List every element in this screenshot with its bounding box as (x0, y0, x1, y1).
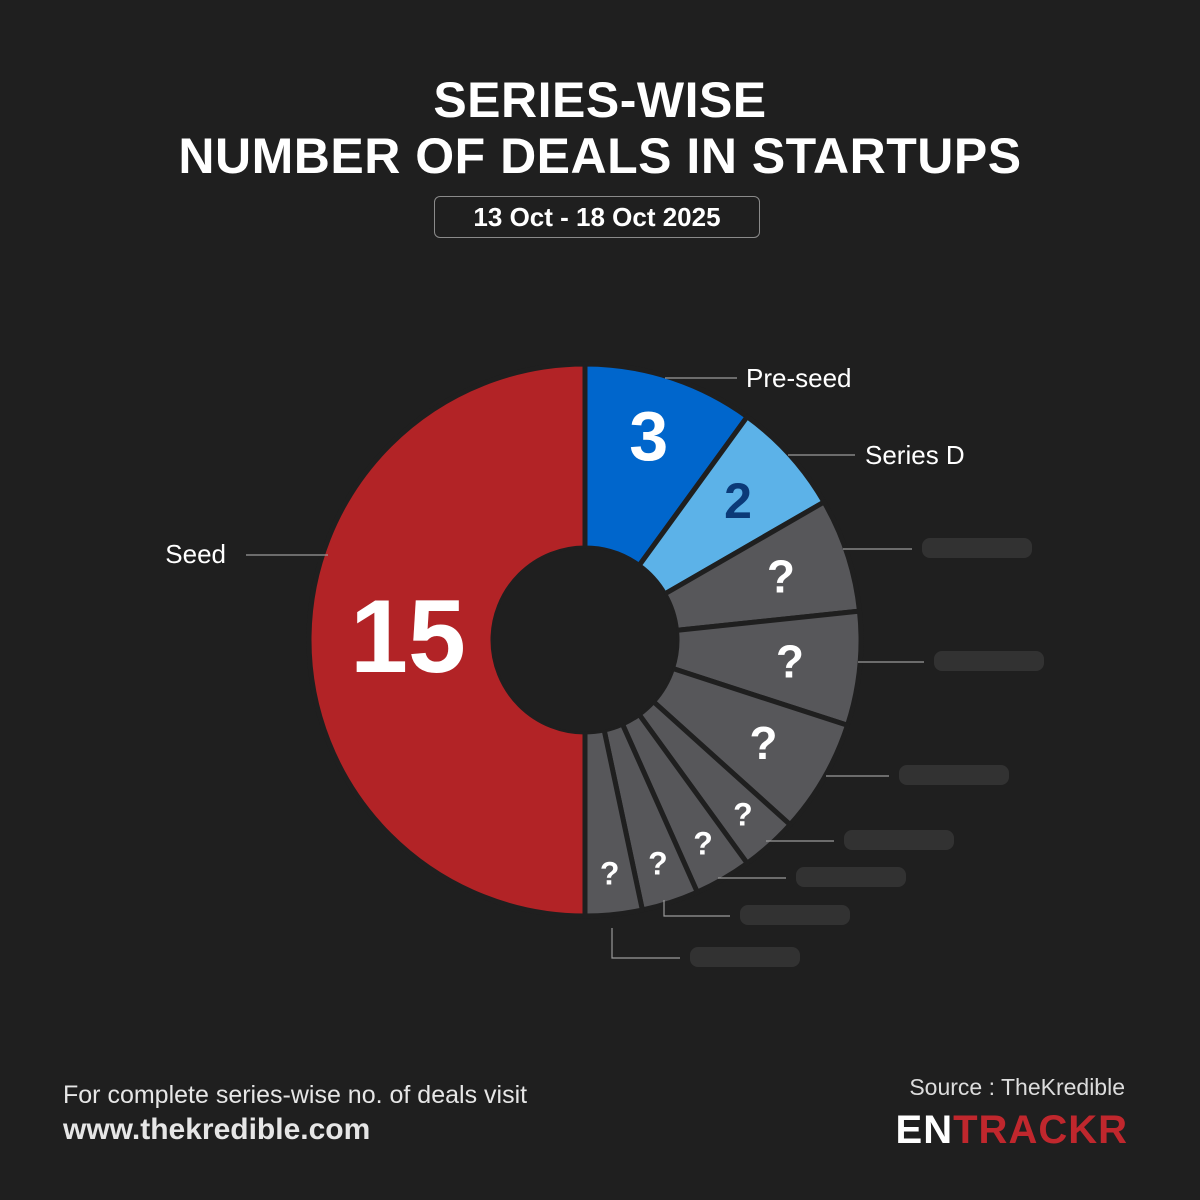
chart-title: SERIES-WISE NUMBER OF DEALS IN STARTUPS (0, 72, 1200, 184)
category-label: Seed (165, 539, 226, 569)
obscured-label-placeholder (740, 905, 850, 925)
category-label: Pre-seed (746, 363, 852, 393)
slice-value-label: ? (600, 856, 620, 892)
slice-value-label: ? (733, 796, 753, 832)
footer-note: For complete series-wise no. of deals vi… (63, 1081, 528, 1109)
brand-logo: ENTRACKR (896, 1108, 1128, 1153)
obscured-label-placeholder (899, 765, 1009, 785)
obscured-label-placeholder (934, 651, 1044, 671)
title-line-2: NUMBER OF DEALS IN STARTUPS (178, 128, 1022, 184)
slice-value-label: ? (776, 636, 804, 688)
slice-value-label: ? (648, 845, 668, 881)
category-label: Series D (865, 440, 965, 470)
date-range-badge: 13 Oct - 18 Oct 2025 (434, 196, 760, 238)
slice-value-label: 2 (724, 473, 752, 529)
slice-value-label: 15 (350, 579, 466, 695)
donut-hole (493, 548, 677, 732)
obscured-label-placeholder (844, 830, 954, 850)
slice-labels-group: 15 32??????? Seed Pre-seed Series D (165, 363, 1044, 967)
title-line-1: SERIES-WISE (433, 72, 767, 128)
leader-lines-group (246, 377, 924, 959)
leader-line-obscured-6 (663, 900, 730, 917)
obscured-label-placeholder (796, 867, 906, 887)
slices-group (306, 361, 864, 919)
slice-value-label: ? (767, 550, 795, 602)
brand-logo-part-2: TRACKR (953, 1108, 1128, 1152)
slice-value-label: ? (749, 717, 777, 769)
obscured-label-placeholder (922, 538, 1032, 558)
slice-value-label: ? (693, 825, 713, 861)
source-credit: Source : TheKredible (909, 1074, 1125, 1100)
leader-line-obscured-7 (611, 928, 680, 959)
obscured-label-placeholder (690, 947, 800, 967)
slice-value-label: 3 (629, 397, 668, 475)
brand-logo-part-1: EN (895, 1108, 954, 1152)
footer-url[interactable]: www.thekredible.com (63, 1113, 371, 1146)
